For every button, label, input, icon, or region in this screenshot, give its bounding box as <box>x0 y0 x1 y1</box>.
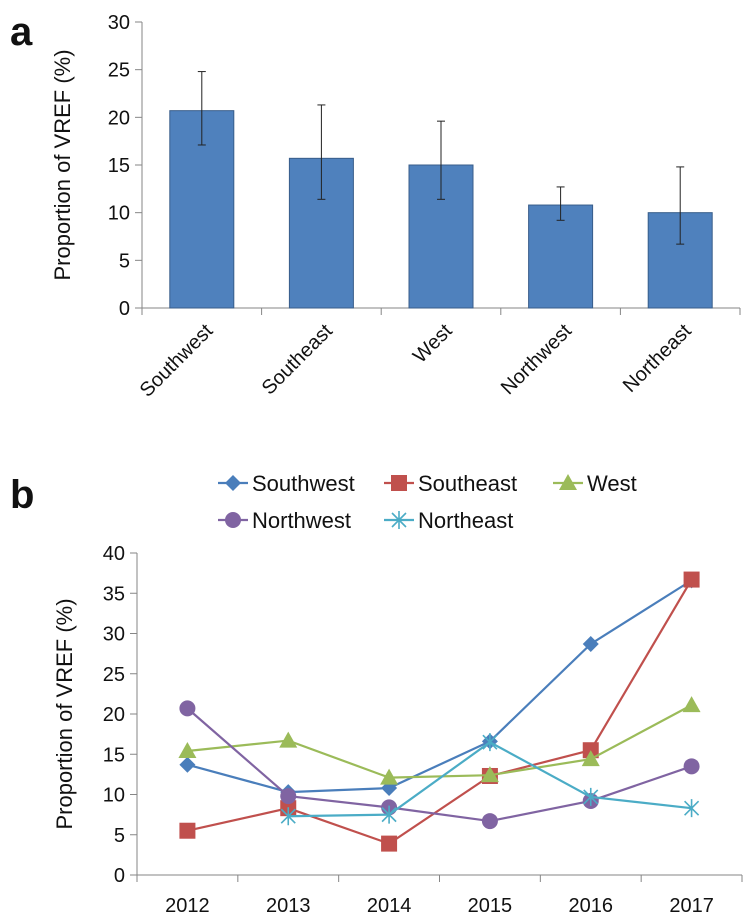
point-northeast <box>381 805 397 824</box>
point-west <box>380 768 399 785</box>
point-northeast <box>482 733 498 752</box>
point-west <box>279 731 298 748</box>
point-northeast <box>684 799 700 818</box>
panel-b-label: b <box>10 473 34 517</box>
x-tick-label: 2014 <box>367 895 412 913</box>
point-northwest <box>179 700 196 717</box>
legend-label: Northwest <box>252 508 351 533</box>
x-tick-label: 2016 <box>569 895 614 913</box>
y-tick-label: 30 <box>108 12 130 34</box>
x-tick-label: 2013 <box>266 895 311 913</box>
legend-label: West <box>587 471 637 496</box>
legend-marker <box>225 475 241 491</box>
x-tick-label: Northeast <box>619 320 696 397</box>
point-northwest <box>481 813 498 830</box>
point-southwest <box>179 756 196 773</box>
legend-label: Southeast <box>418 471 517 496</box>
y-tick-label: 35 <box>103 583 125 605</box>
point-west <box>682 696 701 713</box>
panel-a-label: a <box>10 10 33 54</box>
point-northeast <box>583 787 599 806</box>
point-northeast <box>280 807 296 826</box>
y-tick-label: 25 <box>108 60 130 82</box>
series-line-northwest <box>186 707 692 823</box>
y-tick-label: 5 <box>119 250 130 272</box>
legend-marker <box>225 512 241 528</box>
y-tick-label: 15 <box>103 744 125 766</box>
legend-label: Southwest <box>252 471 355 496</box>
series-southwest <box>179 572 700 801</box>
point-west <box>480 766 499 783</box>
x-tick-label: 2012 <box>165 895 210 913</box>
x-tick-label: Southwest <box>136 320 218 402</box>
point-west <box>178 742 197 759</box>
point-southeast <box>179 822 196 839</box>
y-tick-label: 30 <box>103 624 125 646</box>
legend-marker <box>559 474 577 490</box>
x-tick-label: West <box>409 320 457 368</box>
point-southwest <box>582 635 599 652</box>
point-southeast <box>683 571 700 588</box>
legend-label: Northeast <box>418 508 513 533</box>
x-tick-label: 2017 <box>669 895 714 913</box>
y-tick-label: 0 <box>119 298 130 320</box>
point-northwest <box>683 758 700 775</box>
y-tick-label: 10 <box>108 203 130 225</box>
series-line-southeast <box>187 579 693 845</box>
point-southeast <box>381 835 398 852</box>
y-tick-label: 0 <box>114 865 125 887</box>
legend-marker <box>391 475 407 491</box>
line-chart-panel-b: 0 5 10 15 20 25 30 35 40 2012 2013 2014 2015 2016 2017… <box>52 471 743 913</box>
series-line-west <box>187 704 693 779</box>
series-line-southwest <box>187 579 693 794</box>
y-tick-label: 5 <box>114 825 125 847</box>
point-northwest <box>280 788 297 805</box>
y-tick-label: 25 <box>103 664 125 686</box>
y-axis-title: Proportion of VREF (%) <box>52 598 77 829</box>
y-tick-label: 20 <box>108 107 130 129</box>
bar-chart-panel-a: 0 5 10 15 20 25 30 Southwest Southeast West Northw… <box>50 12 741 402</box>
legend-marker <box>391 511 407 529</box>
y-tick-label: 20 <box>103 704 125 726</box>
y-tick-label: 15 <box>108 155 130 177</box>
x-tick-label: Southeast <box>258 320 338 400</box>
y-axis-title: Proportion of VREF (%) <box>50 49 75 280</box>
x-tick-label: Northwest <box>497 320 577 400</box>
y-tick-label: 10 <box>103 785 125 807</box>
series-southeast <box>179 571 700 852</box>
series-northeast <box>280 733 700 826</box>
x-tick-label: 2015 <box>468 895 513 913</box>
series-west <box>178 696 701 785</box>
y-tick-label: 40 <box>103 543 125 565</box>
legend: Southwest Southeast West Northwest Northeast <box>218 471 637 533</box>
point-west <box>581 750 600 767</box>
